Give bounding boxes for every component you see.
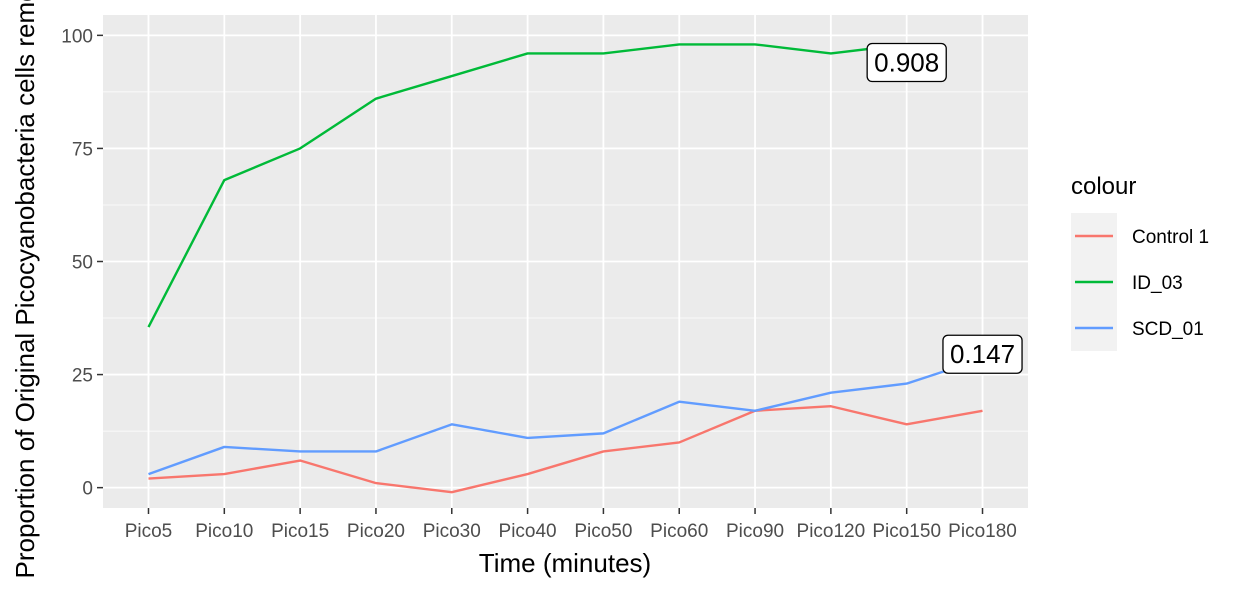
annotation-text: 0.147 <box>950 339 1015 369</box>
annotation-box <box>942 334 1023 374</box>
major-gridlines <box>103 15 1028 508</box>
annotation-text: 0.908 <box>874 47 939 77</box>
y-tick-label: 25 <box>72 366 93 387</box>
x-tick-label: Pico20 <box>347 521 405 542</box>
annotations: 0.908 0.147 <box>866 42 1023 374</box>
series-lines <box>147 43 983 494</box>
series-line-control-1 <box>148 405 983 494</box>
legend-label: SCD_01 <box>1132 319 1204 340</box>
x-tick-label: Pico30 <box>423 521 481 542</box>
x-tick-label: Pico180 <box>948 521 1017 542</box>
x-tick-label: Pico90 <box>726 521 784 542</box>
x-axis-title: Time (minutes) <box>479 548 651 578</box>
legend-label: ID_03 <box>1132 273 1183 294</box>
x-tick-label: Pico150 <box>872 521 941 542</box>
x-tick-label: Pico50 <box>574 521 632 542</box>
x-axis: Pico5 Pico10 Pico15 Pico20 Pico30 Pico40 Pico5… <box>125 508 1017 542</box>
x-tick-label: Pico40 <box>499 521 557 542</box>
y-tick-label: 100 <box>61 26 93 47</box>
x-tick-label: Pico15 <box>271 521 329 542</box>
annotation-label: 0.908 <box>866 42 947 83</box>
legend-items: Control 1 ID_03 SCD_01 <box>1075 227 1209 340</box>
y-tick-label: 75 <box>72 139 93 160</box>
series-line-id-03 <box>147 43 907 328</box>
y-axis: 0 25 50 75 100 <box>61 26 103 500</box>
legend-label: Control 1 <box>1132 227 1209 248</box>
y-tick-label: 0 <box>82 479 93 500</box>
x-tick-label: Pico10 <box>195 521 253 542</box>
x-tick-label: Pico120 <box>797 521 866 542</box>
x-tick-label: Pico5 <box>125 521 173 542</box>
minor-gridlines <box>103 91 1028 432</box>
y-axis-title: Proportion of Original Picocyanobacteria… <box>10 0 40 578</box>
annotation-label: 0.147 <box>942 334 1023 374</box>
x-tick-label: Pico60 <box>650 521 708 542</box>
legend: colour Control 1 ID_03 SCD_01 <box>1071 173 1209 351</box>
y-tick-label: 50 <box>72 253 93 274</box>
legend-title: colour <box>1071 173 1136 200</box>
series-line-scd-01 <box>148 357 983 476</box>
annotation-box <box>866 42 947 83</box>
